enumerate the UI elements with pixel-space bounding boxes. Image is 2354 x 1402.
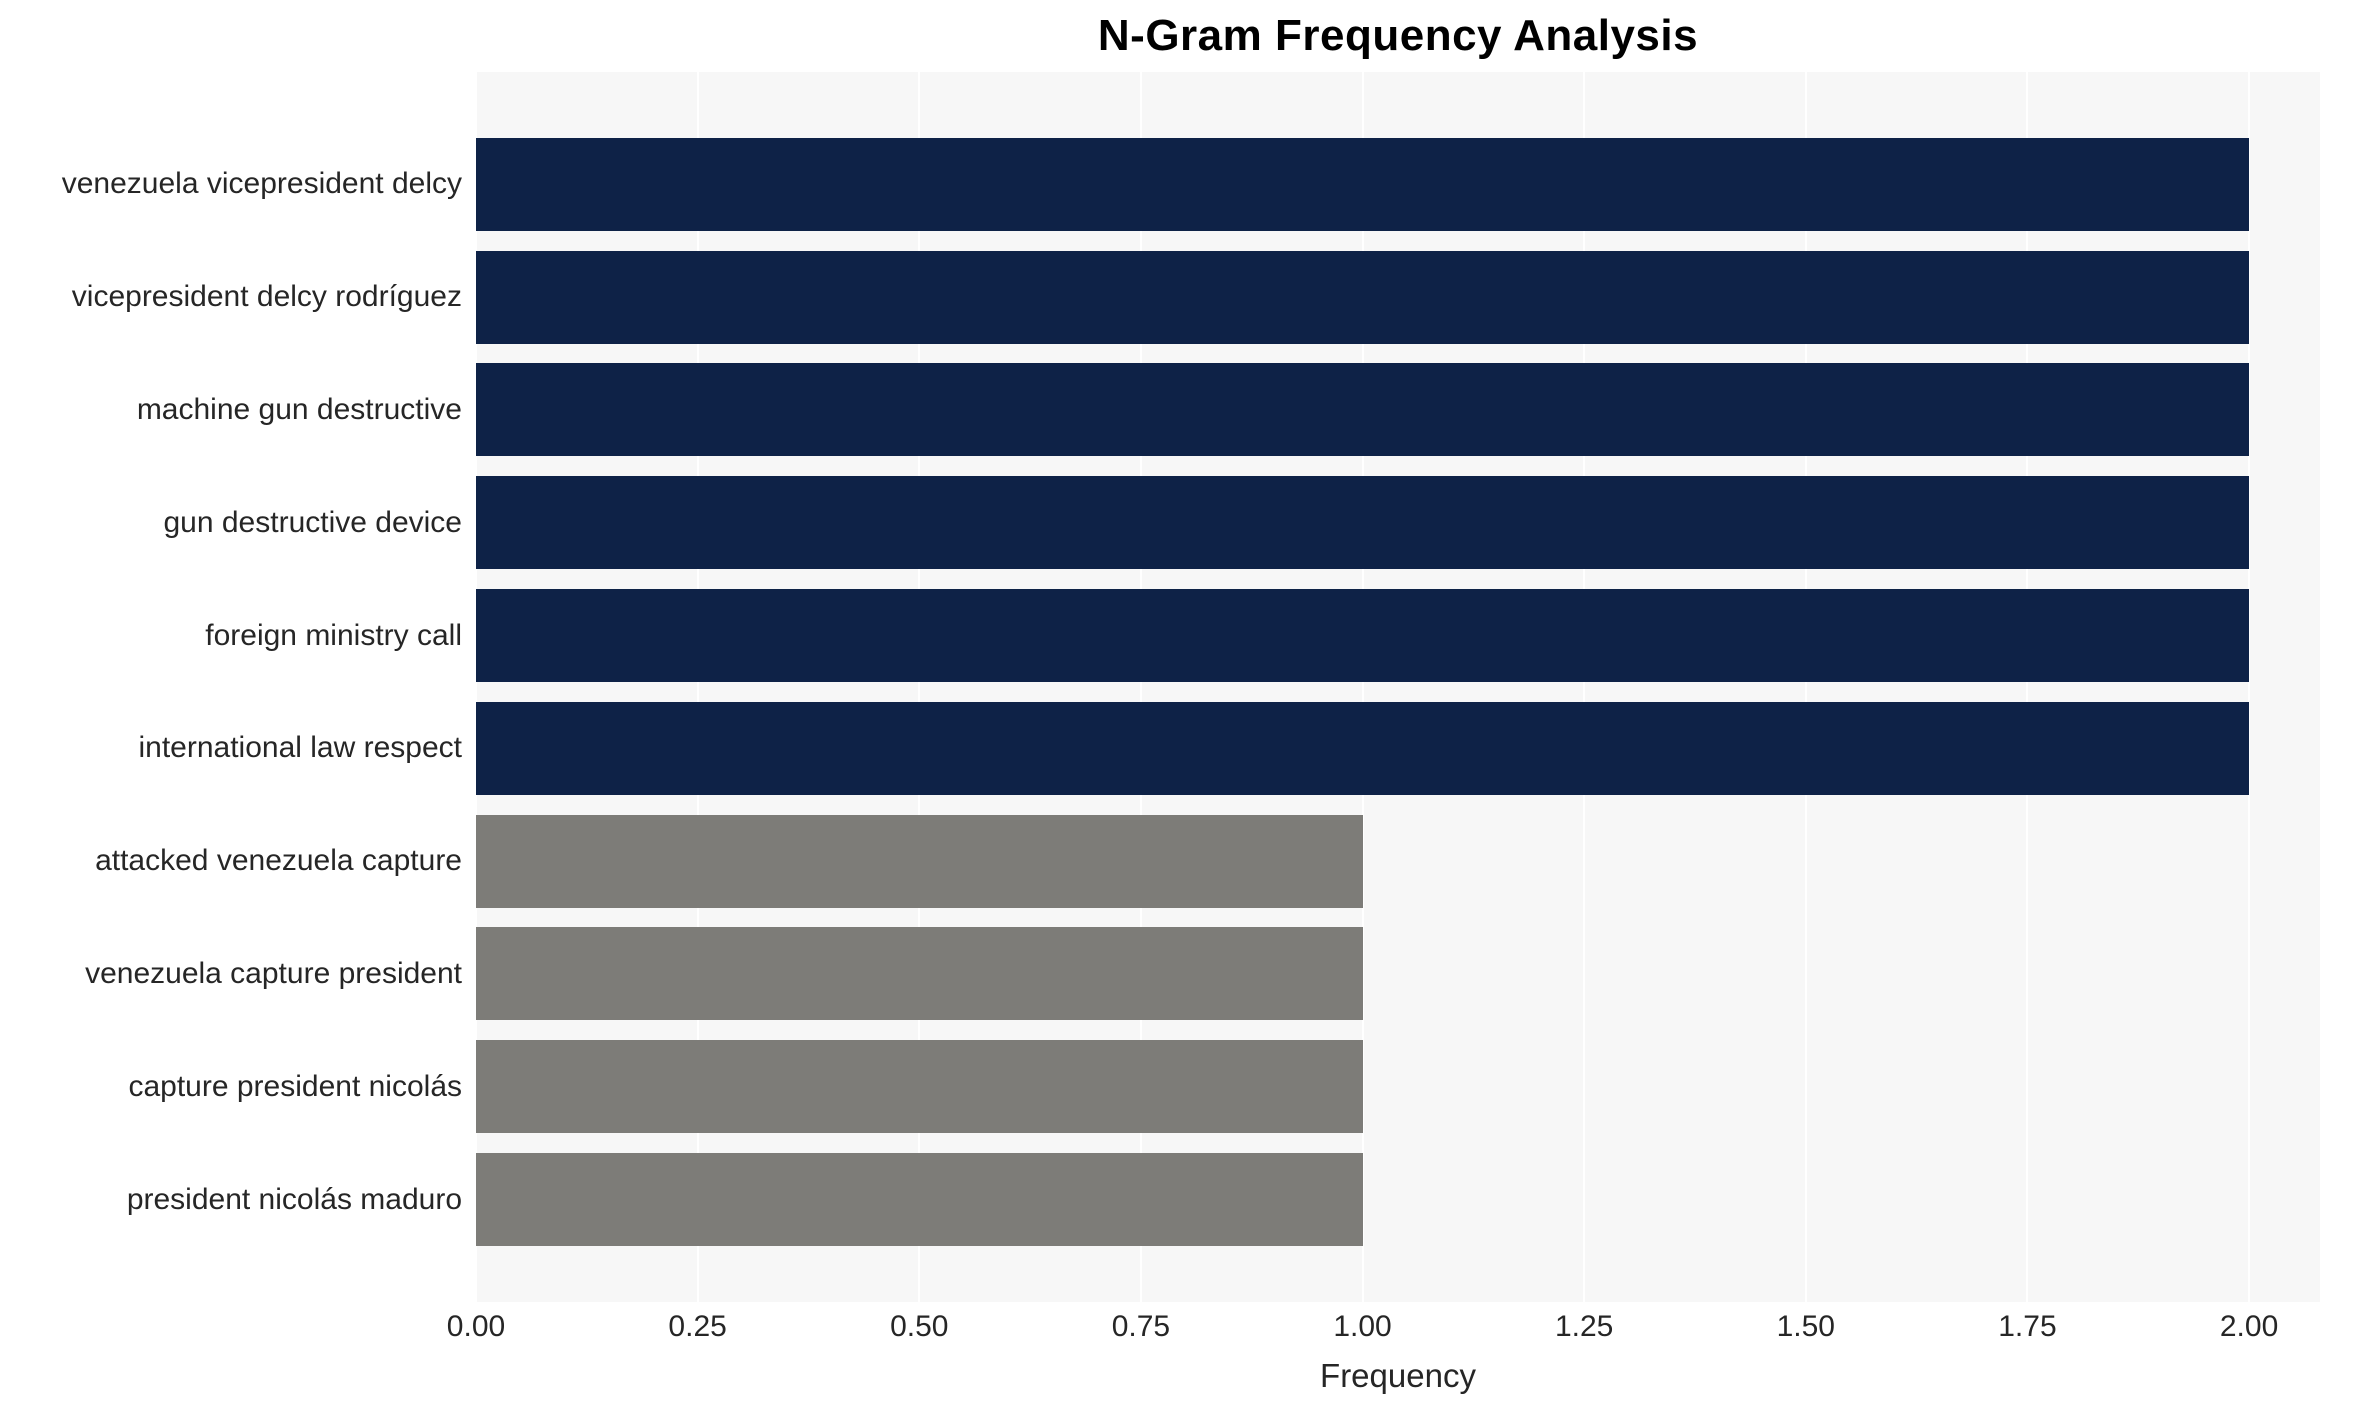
y-tick-label: venezuela vicepresident delcy [61,167,462,201]
bar-row [476,579,2320,692]
gridline [1361,72,1364,1302]
bar [476,1040,1363,1134]
x-tick-label: 0.00 [446,1310,506,1343]
y-tick-label: international law respect [138,731,462,765]
y-tick-label: attacked venezuela capture [95,844,462,878]
bar-row [476,241,2320,354]
gridline [2026,72,2029,1302]
y-tick-label: capture president nicolás [128,1069,462,1103]
chart-title: N-Gram Frequency Analysis [1097,11,1699,60]
gridline [476,72,477,1302]
gridline [1139,72,1142,1302]
x-tick-label: 1.00 [1333,1310,1392,1343]
y-axis-labels: venezuela vicepresident delcy vicepreside… [0,72,476,1302]
x-axis: 0.00 0.25 0.50 0.75 1.00 1.25 1.50 1.75 2.00 [447,1302,2320,1350]
y-tick-label: venezuela capture president [85,956,462,990]
bar-row [476,692,2320,805]
y-tick-label: vicepresident delcy rodríguez [71,280,462,314]
gridline [1583,72,1586,1302]
bar [476,1153,1363,1247]
y-tick-label: gun destructive device [163,505,462,539]
x-tick-label: 1.50 [1776,1310,1835,1343]
bar [476,363,2250,457]
plot-area [476,72,2320,1302]
y-tick-label: president nicolás maduro [126,1182,462,1216]
y-tick-label: machine gun destructive [136,392,462,426]
gridline [2248,72,2251,1302]
x-axis-title: Frequency [1320,1357,1476,1394]
x-tick-label: 1.75 [1998,1310,2057,1343]
x-tick-label: 0.25 [668,1310,727,1343]
bar [476,250,2250,344]
bar [476,927,1363,1021]
bar-row [476,466,2320,579]
y-tick-label: foreign ministry call [205,618,462,652]
bar [476,137,2250,231]
bar [476,589,2250,683]
x-tick-label: 2.00 [2219,1310,2279,1343]
x-tick-label: 0.75 [1111,1310,1171,1343]
bar-row [476,128,2320,241]
bar-row [476,1030,2320,1143]
x-tick-label: 1.25 [1554,1310,1614,1343]
gridline [696,72,699,1302]
x-tick-label: 0.50 [890,1310,949,1343]
bar [476,701,2250,795]
bar [476,476,2250,570]
gridline [918,72,921,1302]
bar [476,814,1363,908]
bar-row [476,805,2320,918]
bar-row [476,918,2320,1031]
bars-container [476,128,2320,1256]
bar-row [476,354,2320,467]
gridline [1804,72,1807,1302]
bar-row [476,1143,2320,1256]
